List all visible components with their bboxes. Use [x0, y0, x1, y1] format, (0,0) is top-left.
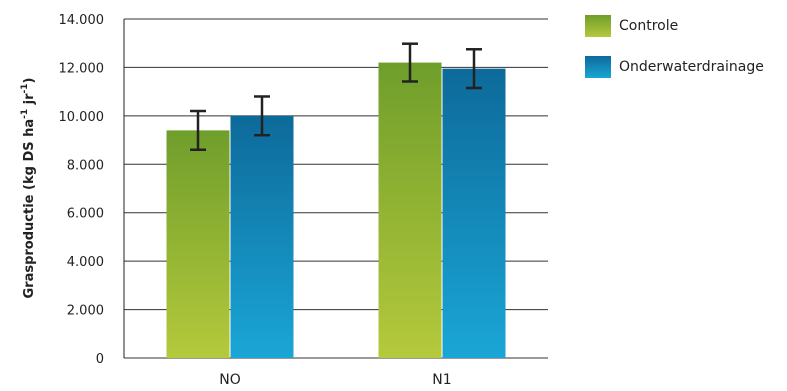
legend-label-controle: Controle [619, 18, 679, 34]
legend-swatch-onderwaterdrainage [585, 56, 611, 78]
error-bar [254, 95, 270, 137]
bar [378, 62, 442, 358]
y-tick-label: 12.000 [59, 61, 105, 76]
y-tick-label: 8.000 [67, 158, 104, 173]
y-tick-label: 4.000 [67, 255, 104, 270]
x-tick-label: NO [219, 372, 241, 388]
error-bar [402, 42, 418, 83]
error-bar [190, 109, 206, 152]
bar [230, 115, 294, 358]
y-tick-label: 10.000 [59, 110, 105, 125]
x-tick-labels: NO N1 [219, 372, 451, 388]
legend-item-controle: Controle [585, 15, 764, 37]
error-bars [190, 42, 482, 152]
error-bar [466, 48, 482, 90]
y-tick-label: 0 [96, 352, 104, 367]
legend-swatch-controle [585, 15, 611, 37]
y-tick-label: 2.000 [67, 304, 104, 319]
legend-item-onderwaterdrainage: Onderwaterdrainage [585, 56, 764, 78]
bar [442, 68, 506, 358]
legend: Controle Onderwaterdrainage [585, 15, 764, 97]
y-axis-label: Grasproductie (kg DS ha-1 jr-1) [20, 77, 37, 298]
bar [166, 130, 230, 358]
y-tick-label: 14.000 [59, 13, 105, 28]
bars [166, 62, 506, 358]
y-tick-label: 6.000 [67, 207, 104, 222]
legend-label-onderwaterdrainage: Onderwaterdrainage [619, 59, 764, 75]
y-tick-labels: 0 2.000 4.000 6.000 8.000 10.000 12.000 14.000 [59, 13, 105, 367]
x-tick-label: N1 [432, 372, 451, 388]
